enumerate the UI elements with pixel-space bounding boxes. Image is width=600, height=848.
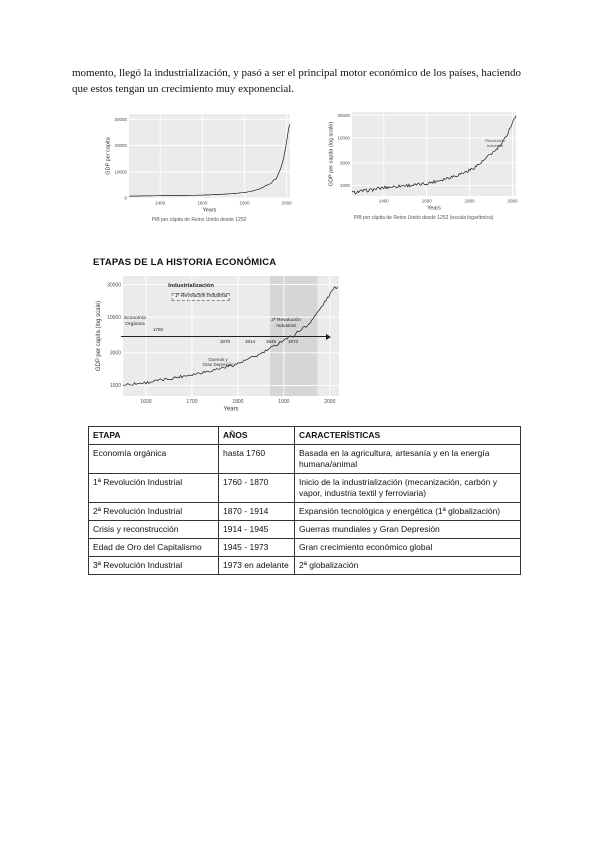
annotation-year-1870: 1870 [219, 339, 231, 344]
annotation-crisis: Guerras y Gran Depresión [202, 357, 234, 368]
cell-etapa: Crisis y reconstrucción [88, 520, 219, 540]
svg-text:1600: 1600 [422, 199, 433, 204]
svg-text:1800: 1800 [465, 199, 476, 204]
cell-caracteristicas: 2ª globalización [294, 556, 521, 576]
figure-etapas: 1600 1700 1800 1900 2000 1000 3000 10000 30000 Ye… [93, 272, 345, 412]
figure-caption-log: PIB per cápita de Reino Unido desde 1252… [353, 215, 494, 221]
table-row: 1ª Revolución Industrial 1760 - 1870 Ini… [88, 473, 521, 504]
svg-text:Years: Years [427, 206, 441, 212]
svg-text:20000: 20000 [114, 143, 127, 148]
figure-gdp-linear: 1400 1600 1800 2000 0 10000 20000 30000 Years GDP… [103, 110, 295, 223]
svg-text:Years: Years [223, 407, 238, 413]
cell-anos: 1870 - 1914 [218, 502, 295, 522]
svg-text:Years: Years [203, 208, 217, 214]
svg-text:0: 0 [124, 196, 127, 201]
svg-text:1800: 1800 [239, 201, 250, 206]
svg-text:1000: 1000 [340, 183, 351, 188]
gdp-log-chart: Revolución Industrial 1400 1600 1800 2000 10… [326, 108, 521, 211]
table-row: Crisis y reconstrucción 1914 - 1945 Guer… [88, 520, 521, 540]
svg-text:GDP per capita: GDP per capita [106, 136, 112, 174]
svg-text:1000: 1000 [110, 383, 121, 389]
col-header-anos: AÑOS [218, 425, 295, 446]
cell-etapa: 3ª Revolución Industrial [88, 556, 219, 576]
svg-text:30000: 30000 [114, 117, 127, 122]
cell-caracteristicas: Basada en la agricultura, artesanía y en… [294, 444, 521, 475]
svg-text:3000: 3000 [110, 351, 121, 357]
table-row: Edad de Oro del Capitalismo 1945 - 1973 … [88, 538, 521, 558]
cell-caracteristicas: Inicio de la industrialización (mecaniza… [294, 473, 521, 504]
cell-anos: hasta 1760 [218, 444, 295, 475]
table-row: 2ª Revolución Industrial 1870 - 1914 Exp… [88, 502, 521, 522]
annotation-primera-revolucion: 1ª Revolución Industrial [171, 293, 231, 301]
svg-text:10000: 10000 [337, 135, 350, 140]
table-row: 3ª Revolución Industrial 1973 en adelant… [88, 556, 521, 576]
cell-etapa: Economía orgánica [88, 444, 219, 475]
svg-text:2000: 2000 [324, 399, 335, 405]
etapas-table: ETAPA AÑOS CARACTERÍSTICAS Economía orgá… [88, 425, 521, 576]
annotation-year-1914: 1914 [244, 339, 256, 344]
cell-anos: 1760 - 1870 [218, 473, 295, 504]
annotation-year-1945: 1945 [265, 339, 277, 344]
svg-text:GDP per capita (log scale): GDP per capita (log scale) [329, 122, 335, 187]
cell-caracteristicas: Gran crecimiento económico global [294, 538, 521, 558]
svg-text:1800: 1800 [232, 399, 243, 405]
svg-text:GDP per capita (log scale): GDP per capita (log scale) [96, 301, 102, 371]
svg-text:2000: 2000 [282, 201, 293, 206]
section-title: ETAPAS DE LA HISTORIA ECONÓMICA [93, 257, 277, 268]
intro-paragraph: momento, llegó la industrialización, y p… [72, 67, 522, 95]
cell-etapa: 1ª Revolución Industrial [88, 473, 219, 504]
timeline-arrow [121, 333, 331, 340]
svg-text:1700: 1700 [186, 399, 197, 405]
table-row: Economía orgánica hasta 1760 Basada en l… [88, 444, 521, 475]
svg-text:1600: 1600 [140, 399, 151, 405]
annotation-year-1760: 1760 [152, 327, 164, 332]
annotation-industrializacion: Industrialización [168, 283, 214, 289]
svg-text:1400: 1400 [379, 199, 390, 204]
cell-caracteristicas: Guerras mundiales y Gran Depresión [294, 520, 521, 540]
col-header-caracteristicas: CARACTERÍSTICAS [294, 425, 521, 446]
annotation-segunda-revolucion: 2ª Revolución Industrial [271, 318, 301, 329]
cell-etapa: 2ª Revolución Industrial [88, 502, 219, 522]
cell-caracteristicas: Expansión tecnológica y energética (1ª g… [294, 502, 521, 522]
cell-etapa: Edad de Oro del Capitalismo [88, 538, 219, 558]
svg-text:2000: 2000 [508, 199, 519, 204]
svg-text:30000: 30000 [337, 113, 350, 118]
annotation-year-1973: 1973 [287, 339, 299, 344]
col-header-etapa: ETAPA [88, 425, 219, 446]
svg-text:1600: 1600 [197, 201, 208, 206]
svg-text:10000: 10000 [114, 169, 127, 174]
gdp-linear-chart: 1400 1600 1800 2000 0 10000 20000 30000 Years GDP… [103, 110, 295, 213]
annotation-economia-organica: Economía Orgánica [124, 316, 146, 327]
annotation-revolucion-industrial: Revolución Industrial [485, 138, 505, 148]
cell-anos: 1973 en adelante [218, 556, 295, 576]
svg-text:10000: 10000 [107, 315, 121, 321]
cell-anos: 1945 - 1973 [218, 538, 295, 558]
figure-gdp-log: Revolución Industrial 1400 1600 1800 2000 10… [326, 108, 521, 221]
table-header-row: ETAPA AÑOS CARACTERÍSTICAS [88, 425, 521, 446]
cell-anos: 1914 - 1945 [218, 520, 295, 540]
svg-text:1400: 1400 [155, 201, 166, 206]
svg-text:1900: 1900 [278, 399, 289, 405]
svg-text:3000: 3000 [340, 160, 351, 165]
figure-caption-linear: PIB per cápita de Reino Unido desde 1252 [151, 217, 247, 223]
svg-text:30000: 30000 [107, 282, 121, 288]
